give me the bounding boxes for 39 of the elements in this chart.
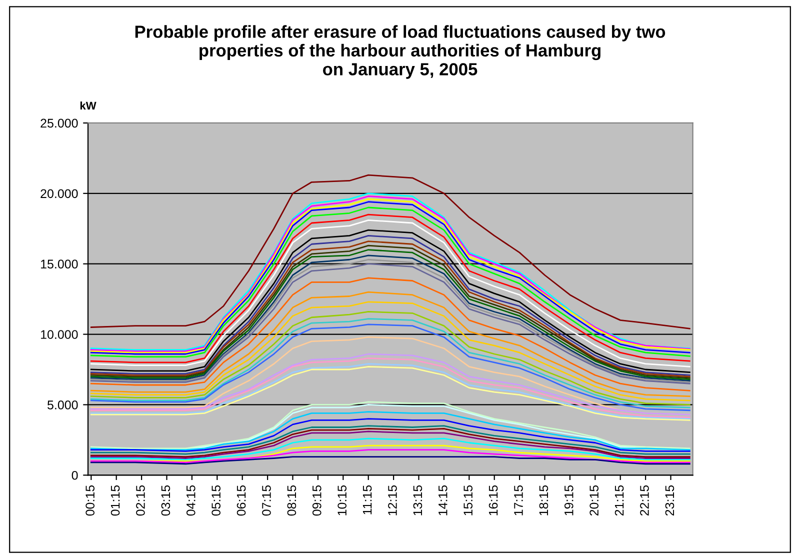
x-tick-label: 05:15 — [212, 485, 221, 516]
line-series — [90, 174, 690, 330]
x-tick-label: 14:15 — [438, 485, 448, 516]
x-tick-label: 22:15 — [640, 485, 649, 516]
x-tick-label: 17:15 — [514, 485, 523, 516]
x-tick-label: 10:15 — [338, 485, 347, 516]
x-tick-label: 13:15 — [413, 485, 422, 516]
y-tick-label: 20.000 — [40, 189, 78, 198]
x-tick-label: 08:15 — [287, 485, 296, 516]
x-tick-label: 11:15 — [362, 485, 372, 514]
line-series — [90, 449, 690, 464]
chart-title: Probable profile after erasure of load fluctuations caused by two properties of the harbour authorities of Hamburg on January 5, 2005 — [135, 25, 666, 79]
x-tick-label: 02:15 — [136, 485, 145, 516]
y-tick-label: 15.000 — [41, 260, 78, 268]
x-tick-label: 00:15 — [86, 485, 95, 516]
line-series — [90, 438, 690, 460]
x-tick-label: 07:15 — [262, 485, 271, 516]
y-axis-title: kW — [80, 101, 96, 110]
x-tick-label: 23:15 — [665, 485, 674, 516]
y-tick-label: 25.000 — [40, 118, 78, 128]
x-tick-label: 03:15 — [161, 485, 170, 516]
x-tick-label: 18:15 — [539, 485, 548, 516]
line-series — [90, 277, 690, 392]
x-tick-label: 20:15 — [590, 485, 599, 516]
y-tick-label: 5.000 — [48, 400, 78, 410]
x-tick-label: 12:15 — [388, 485, 397, 516]
x-tick-label: 21:15 — [614, 485, 624, 516]
x-tick-label: 15:15 — [464, 485, 473, 516]
x-tick-label: 19:15 — [564, 485, 574, 516]
x-tick-label: 01:15 — [110, 485, 120, 516]
y-tick-label: 0 — [72, 470, 78, 480]
x-tick-label: 04:15 — [186, 485, 196, 516]
line-series — [90, 411, 690, 450]
x-tick-label: 09:15 — [312, 485, 322, 516]
y-tick-label: 10.000 — [41, 330, 78, 339]
line-series — [90, 456, 690, 465]
x-tick-label: 06:15 — [236, 485, 246, 516]
line-series — [90, 418, 690, 452]
x-tick-label: 16:15 — [488, 485, 498, 516]
